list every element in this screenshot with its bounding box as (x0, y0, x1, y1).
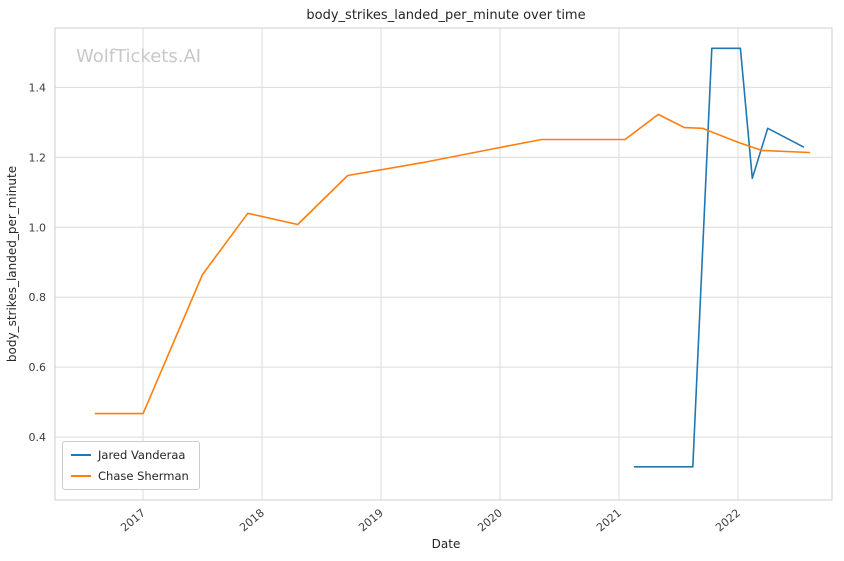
y-tick-label: 1.0 (29, 221, 47, 234)
x-axis-label: Date (432, 537, 461, 551)
legend-line-swatch (71, 475, 91, 477)
legend-label: Chase Sherman (98, 469, 189, 483)
y-axis-label: body_strikes_landed_per_minute (5, 166, 19, 362)
series-line-jared-vanderaa (633, 47, 805, 468)
gridlines (55, 28, 832, 500)
series-line-chase-sherman (94, 113, 811, 415)
x-tick-label: 2019 (356, 506, 386, 534)
legend-line-swatch (71, 454, 91, 456)
legend: Jared Vanderaa Chase Sherman (62, 441, 200, 490)
y-tick-label: 1.4 (29, 81, 47, 94)
x-tick-label: 2021 (594, 506, 624, 534)
y-tick-label: 0.6 (29, 361, 47, 374)
y-tick-label: 0.4 (29, 431, 47, 444)
y-tick-label: 1.2 (29, 151, 47, 164)
legend-item-jared-vanderaa: Jared Vanderaa (71, 448, 189, 462)
series-lines (94, 47, 811, 468)
legend-label: Jared Vanderaa (98, 448, 186, 462)
chart-title: body_strikes_landed_per_minute over time (306, 8, 585, 23)
legend-item-chase-sherman: Chase Sherman (71, 469, 189, 483)
watermark: WolfTickets.AI (76, 46, 201, 67)
x-tick-label: 2017 (118, 506, 148, 534)
x-tick-label: 2022 (713, 506, 743, 534)
x-tick-label: 2020 (475, 506, 505, 534)
y-tick-label: 0.8 (29, 291, 47, 304)
x-tick-label: 2018 (237, 506, 267, 534)
plot-frame (54, 27, 833, 501)
